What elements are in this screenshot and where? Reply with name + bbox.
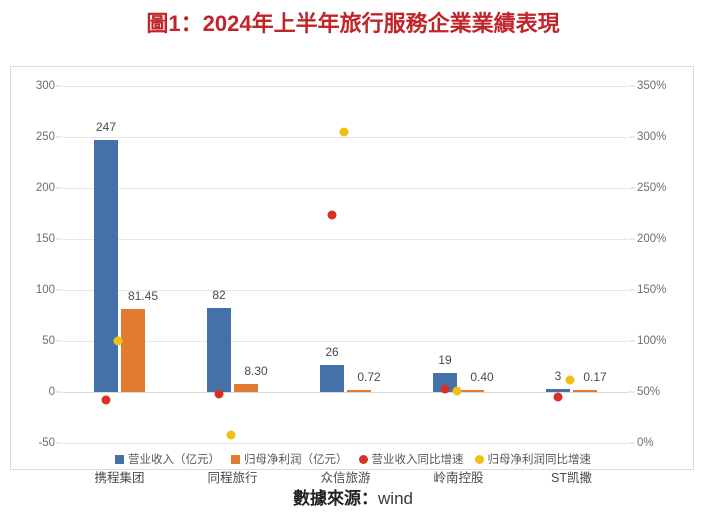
- y-axis-left-tick-label: 0: [48, 386, 55, 398]
- y-axis-right-tick-label: 350%: [637, 80, 667, 92]
- plot-area: 300 250 200 150 100 50 0 -50 350% 300% 250% 200% 150…: [36, 80, 667, 485]
- legend-label: 营业收入同比增速: [371, 454, 464, 466]
- y-axis-right-tick-label: 0%: [637, 437, 654, 449]
- axis-tick-mark-right: [629, 391, 635, 393]
- axis-tick-mark-right: [629, 136, 635, 138]
- y-axis-right-tick-label: 200%: [637, 233, 667, 245]
- data-source-value: wind: [378, 489, 413, 508]
- y-axis-right-tick-label: 250%: [637, 182, 667, 194]
- gridline: [63, 86, 628, 87]
- axis-tick-mark-right: [629, 238, 635, 240]
- bar-value-label-net-profit: 0.72: [357, 370, 381, 384]
- axis-tick-mark-left: [56, 85, 62, 87]
- y-axis-left-tick-label: 250: [35, 131, 55, 143]
- y-axis-left-tick-label: -50: [38, 437, 55, 449]
- scatter-dot-profit-growth[interactable]: [226, 430, 236, 440]
- gridline: [63, 239, 628, 240]
- bar-net-profit[interactable]: [347, 390, 371, 392]
- bar-revenue[interactable]: [546, 388, 570, 392]
- legend-profit-growth[interactable]: 归母净利润同比增速: [474, 451, 592, 467]
- data-source-caption: 數據來源：wind: [0, 484, 706, 509]
- scatter-dot-revenue-growth[interactable]: [214, 389, 224, 399]
- bar-net-profit[interactable]: [121, 308, 145, 392]
- legend-dot-icon: [358, 454, 368, 464]
- bar-value-label-revenue: 26: [325, 345, 339, 360]
- bar-revenue[interactable]: [433, 372, 457, 392]
- x-axis-category-label: 携程集团: [94, 471, 145, 485]
- y-axis-right-tick-label: 100%: [637, 335, 667, 347]
- x-axis-category-label: ST凯撒: [551, 471, 592, 485]
- bar-revenue[interactable]: [320, 365, 344, 392]
- bar-value-label-revenue: 247: [95, 120, 117, 135]
- y-axis-left-tick-label: 50: [42, 335, 55, 347]
- scatter-dot-revenue-growth[interactable]: [101, 395, 111, 405]
- legend-revenue-bar[interactable]: 营业收入（亿元）: [115, 451, 220, 467]
- scatter-dot-profit-growth[interactable]: [113, 336, 123, 346]
- axis-tick-mark-right: [629, 187, 635, 189]
- x-axis-category-label: 众信旅游: [320, 471, 371, 485]
- gridline: [63, 443, 628, 444]
- axis-tick-mark-right: [629, 340, 635, 342]
- legend-profit-bar[interactable]: 归母净利润（亿元）: [231, 451, 348, 467]
- axis-tick-mark-left: [56, 391, 62, 393]
- scatter-dot-profit-growth[interactable]: [339, 127, 349, 137]
- scatter-dot-revenue-growth[interactable]: [553, 392, 563, 402]
- x-axis-category-label: 同程旅行: [207, 471, 258, 485]
- legend-label: 营业收入（亿元）: [128, 454, 220, 466]
- chart-legend: 营业收入（亿元） 归母净利润（亿元） 营业收入同比增速 归母净利润同比增速: [11, 451, 695, 467]
- data-source-label: 數據來源：: [293, 489, 379, 508]
- legend-square-icon: [115, 454, 124, 464]
- legend-dot-icon: [474, 454, 484, 464]
- y-axis-left-tick-label: 200: [35, 182, 55, 194]
- bar-value-label-revenue: 19: [438, 352, 452, 367]
- bar-value-label-net-profit: 0.17: [583, 370, 607, 384]
- axis-tick-mark-left: [56, 289, 62, 291]
- axis-tick-mark-right: [629, 442, 635, 444]
- legend-label: 归母净利润（亿元）: [244, 454, 348, 466]
- scatter-dot-revenue-growth[interactable]: [440, 384, 450, 394]
- axis-tick-mark-left: [56, 340, 62, 342]
- scatter-dot-profit-growth[interactable]: [452, 386, 462, 396]
- legend-revenue-growth[interactable]: 营业收入同比增速: [358, 451, 464, 467]
- bar-value-label-net-profit: 8.30: [244, 363, 268, 378]
- bar-net-profit[interactable]: [234, 383, 258, 392]
- x-axis-category-label: 岭南控股: [433, 471, 484, 485]
- gridline: [63, 290, 628, 291]
- bar-value-label-revenue: 82: [212, 288, 226, 303]
- page-title: 圖1：2024年上半年旅行服務企業業績表現: [146, 11, 560, 36]
- axis-tick-mark-left: [56, 187, 62, 189]
- gridline: [63, 137, 628, 138]
- y-axis-right-tick-label: 150%: [637, 284, 667, 296]
- gridline: [63, 392, 628, 393]
- axis-tick-mark-left: [56, 442, 62, 444]
- legend-label: 归母净利润同比增速: [487, 454, 592, 466]
- legend-square-icon: [231, 454, 240, 464]
- scatter-dot-profit-growth[interactable]: [565, 375, 575, 385]
- bar-revenue[interactable]: [94, 140, 118, 392]
- gridline: [63, 188, 628, 189]
- bar-value-label-net-profit: 0.40: [470, 370, 494, 384]
- bar-net-profit[interactable]: [573, 390, 597, 392]
- chart-panel: 300 250 200 150 100 50 0 -50 350% 300% 250% 200% 150…: [10, 66, 695, 485]
- bar-revenue[interactable]: [207, 308, 231, 392]
- y-axis-right-tick-label: 300%: [637, 131, 667, 143]
- axis-tick-mark-right: [629, 289, 635, 291]
- y-axis-right-tick-label: 50%: [637, 386, 661, 398]
- bar-net-profit[interactable]: [460, 390, 484, 392]
- gridline: [63, 341, 628, 342]
- axis-tick-mark-right: [629, 85, 635, 87]
- scatter-dot-revenue-growth[interactable]: [327, 210, 337, 220]
- y-axis-left-tick-label: 300: [35, 80, 55, 92]
- bar-value-label-revenue: 3: [554, 368, 562, 383]
- y-axis-left-tick-label: 100: [35, 284, 55, 296]
- axis-tick-mark-left: [56, 238, 62, 240]
- y-axis-left-tick-label: 150: [35, 233, 55, 245]
- axis-tick-mark-left: [56, 136, 62, 138]
- bar-value-label-net-profit: 81.45: [127, 288, 159, 303]
